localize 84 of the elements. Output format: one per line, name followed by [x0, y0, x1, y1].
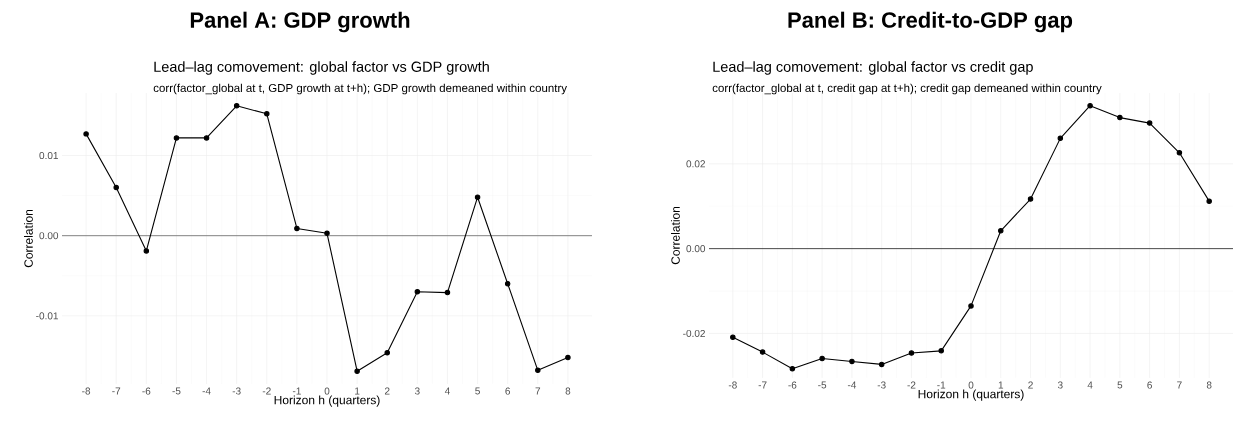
y-tick-label: -0.02 — [683, 329, 705, 337]
x-tick-label: 7 — [1177, 381, 1182, 389]
x-axis-title: Horizon h (quarters) — [918, 389, 1024, 401]
point — [789, 365, 796, 372]
point — [819, 355, 825, 362]
annotation: corr(factor_global at t, GDP growth at t+h); GDP growth demeaned within country — [153, 83, 567, 95]
x-tick-label: -7 — [758, 381, 767, 389]
point — [1117, 114, 1123, 121]
x-tick-label: -1 — [292, 387, 301, 395]
y-tick-label: 0.01 — [39, 151, 58, 160]
point — [294, 225, 300, 232]
x-tick-label: -2 — [262, 387, 271, 395]
y-axis-title: Correlation — [24, 209, 33, 268]
x-tick-label: 0 — [968, 381, 974, 389]
x-tick-label: -6 — [788, 381, 797, 389]
x-tick-label: -8 — [728, 381, 737, 389]
x-axis-title: Horizon h (quarters) — [274, 395, 380, 407]
x-tick-label: -2 — [907, 381, 916, 389]
x-tick-label: 8 — [565, 387, 571, 395]
point — [1146, 120, 1153, 126]
chart-subtitle: Lead–lag comovement: global factor vs credit gap — [713, 61, 1033, 75]
x-tick-label: -4 — [202, 387, 211, 395]
x-tick-label: 6 — [1147, 381, 1152, 389]
chart-title: Panel A: GDP growth — [190, 11, 410, 33]
x-tick-label: -5 — [172, 387, 181, 395]
point — [504, 281, 511, 287]
point — [1027, 196, 1034, 202]
y-tick-label: 0.00 — [686, 245, 706, 253]
point — [444, 289, 451, 296]
point — [908, 350, 915, 356]
point — [233, 103, 240, 109]
x-tick-label: -3 — [877, 381, 886, 389]
x-tick-label: 4 — [444, 387, 450, 395]
x-tick-label: 7 — [535, 387, 541, 395]
x-tick-label: 3 — [414, 387, 420, 395]
x-tick-label: 6 — [505, 387, 511, 395]
x-tick-label: -3 — [232, 387, 241, 395]
x-tick-label: 8 — [1206, 381, 1212, 389]
point — [938, 348, 944, 354]
x-tick-label: 0 — [324, 387, 330, 395]
y-tick-label: 0.00 — [39, 232, 59, 240]
x-tick-label: 1 — [355, 387, 360, 395]
point — [565, 354, 571, 361]
y-tick-label: 0.02 — [686, 160, 705, 168]
point — [83, 131, 89, 137]
point — [1176, 150, 1183, 156]
x-tick-label: -5 — [818, 381, 827, 389]
point — [354, 368, 360, 374]
point — [1087, 102, 1093, 109]
point — [535, 367, 541, 374]
point — [264, 111, 270, 117]
x-tick-label: 1 — [998, 381, 1004, 389]
annotation: corr(factor_global at t, credit gap at t+h); credit gap demeaned within country — [712, 83, 1102, 95]
x-tick-label: 5 — [1117, 381, 1123, 389]
point — [730, 334, 736, 341]
point — [203, 135, 210, 141]
point — [474, 194, 481, 200]
point — [849, 358, 855, 365]
x-tick-label: 2 — [384, 387, 390, 395]
x-tick-label: 4 — [1087, 381, 1093, 389]
chart-subtitle: Lead–lag comovement: global factor vs GDP growth — [154, 61, 489, 75]
point — [414, 289, 421, 295]
point — [173, 135, 180, 141]
point — [968, 303, 974, 309]
x-tick-label: 5 — [475, 387, 480, 395]
y-axis-title: Correlation — [671, 206, 680, 265]
point — [384, 349, 390, 356]
point — [1206, 198, 1212, 204]
x-tick-label: -8 — [82, 387, 91, 395]
point — [113, 184, 119, 191]
point — [324, 230, 330, 237]
y-tick-label: -0.01 — [36, 312, 58, 320]
x-tick-label: -7 — [112, 387, 121, 395]
chart-title: Panel B: Credit-to-GDP gap — [788, 11, 1073, 33]
x-tick-label: -1 — [937, 381, 946, 389]
point — [878, 361, 885, 368]
x-tick-label: -6 — [142, 387, 151, 395]
point — [1057, 135, 1064, 142]
x-tick-label: 3 — [1057, 381, 1063, 389]
point — [759, 349, 766, 355]
point — [143, 248, 150, 254]
x-tick-label: -4 — [847, 381, 857, 389]
point — [998, 228, 1004, 234]
x-tick-label: 2 — [1028, 381, 1033, 389]
